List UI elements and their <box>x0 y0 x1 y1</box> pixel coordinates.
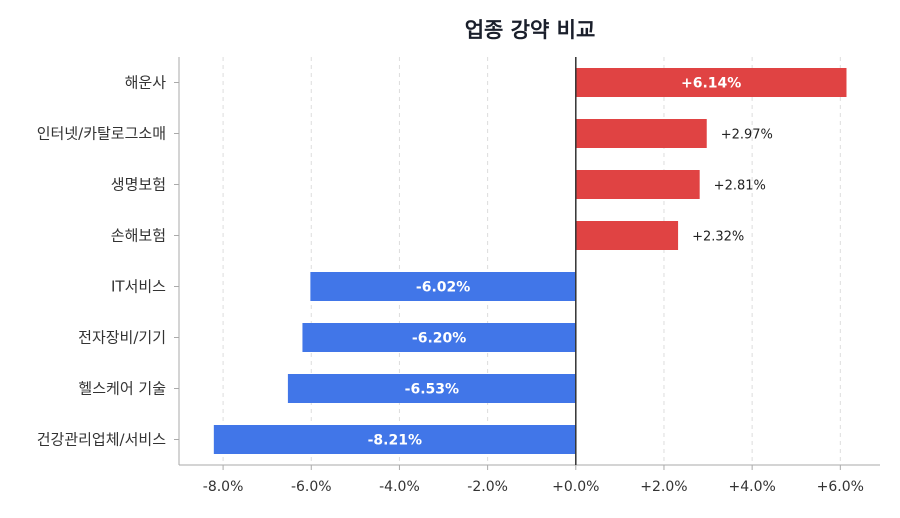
bar <box>575 68 847 97</box>
category-label: 헬스케어 기술 <box>78 380 166 398</box>
x-tick-label: -8.0% <box>203 479 244 495</box>
value-label: +6.14% <box>681 76 741 92</box>
chart-title: 업종 강약 비교 <box>464 18 596 42</box>
value-label: -8.21% <box>368 433 422 449</box>
x-tick-label: +2.0% <box>640 479 687 495</box>
x-tick-label: -2.0% <box>467 479 508 495</box>
x-tick-label: +0.0% <box>552 479 599 495</box>
bar-layer <box>213 68 847 454</box>
bar <box>310 272 576 301</box>
bar <box>302 323 576 352</box>
bar <box>213 425 576 454</box>
axis-layer <box>174 57 880 470</box>
value-label: -6.53% <box>405 382 459 398</box>
grid-layer <box>222 57 841 465</box>
x-tick-label: +4.0% <box>728 479 775 495</box>
bar <box>287 374 576 403</box>
bar <box>575 221 679 250</box>
label-layer: -8.0% -6.0% -4.0% -2.0% +0.0% +2.0% +4.0% +6.0%… <box>37 74 864 496</box>
bar <box>575 119 707 148</box>
value-label: +2.81% <box>714 179 766 194</box>
category-label: 인터넷/카탈로그소매 <box>37 125 166 143</box>
x-tick-label: -6.0% <box>291 479 332 495</box>
value-label: -6.20% <box>412 331 466 347</box>
category-label: 해운사 <box>125 74 167 92</box>
bar <box>575 170 700 199</box>
category-label: 건강관리업체/서비스 <box>37 431 166 449</box>
x-tick-label: -4.0% <box>379 479 420 495</box>
value-label: +2.32% <box>692 230 744 245</box>
category-label: IT서비스 <box>111 278 166 296</box>
value-label: -6.02% <box>416 280 470 296</box>
category-label: 전자장비/기기 <box>78 329 166 347</box>
x-tick-label: +6.0% <box>817 479 864 495</box>
value-label: +2.97% <box>721 128 773 143</box>
category-label: 손해보험 <box>111 227 166 245</box>
category-label: 생명보험 <box>111 176 166 194</box>
